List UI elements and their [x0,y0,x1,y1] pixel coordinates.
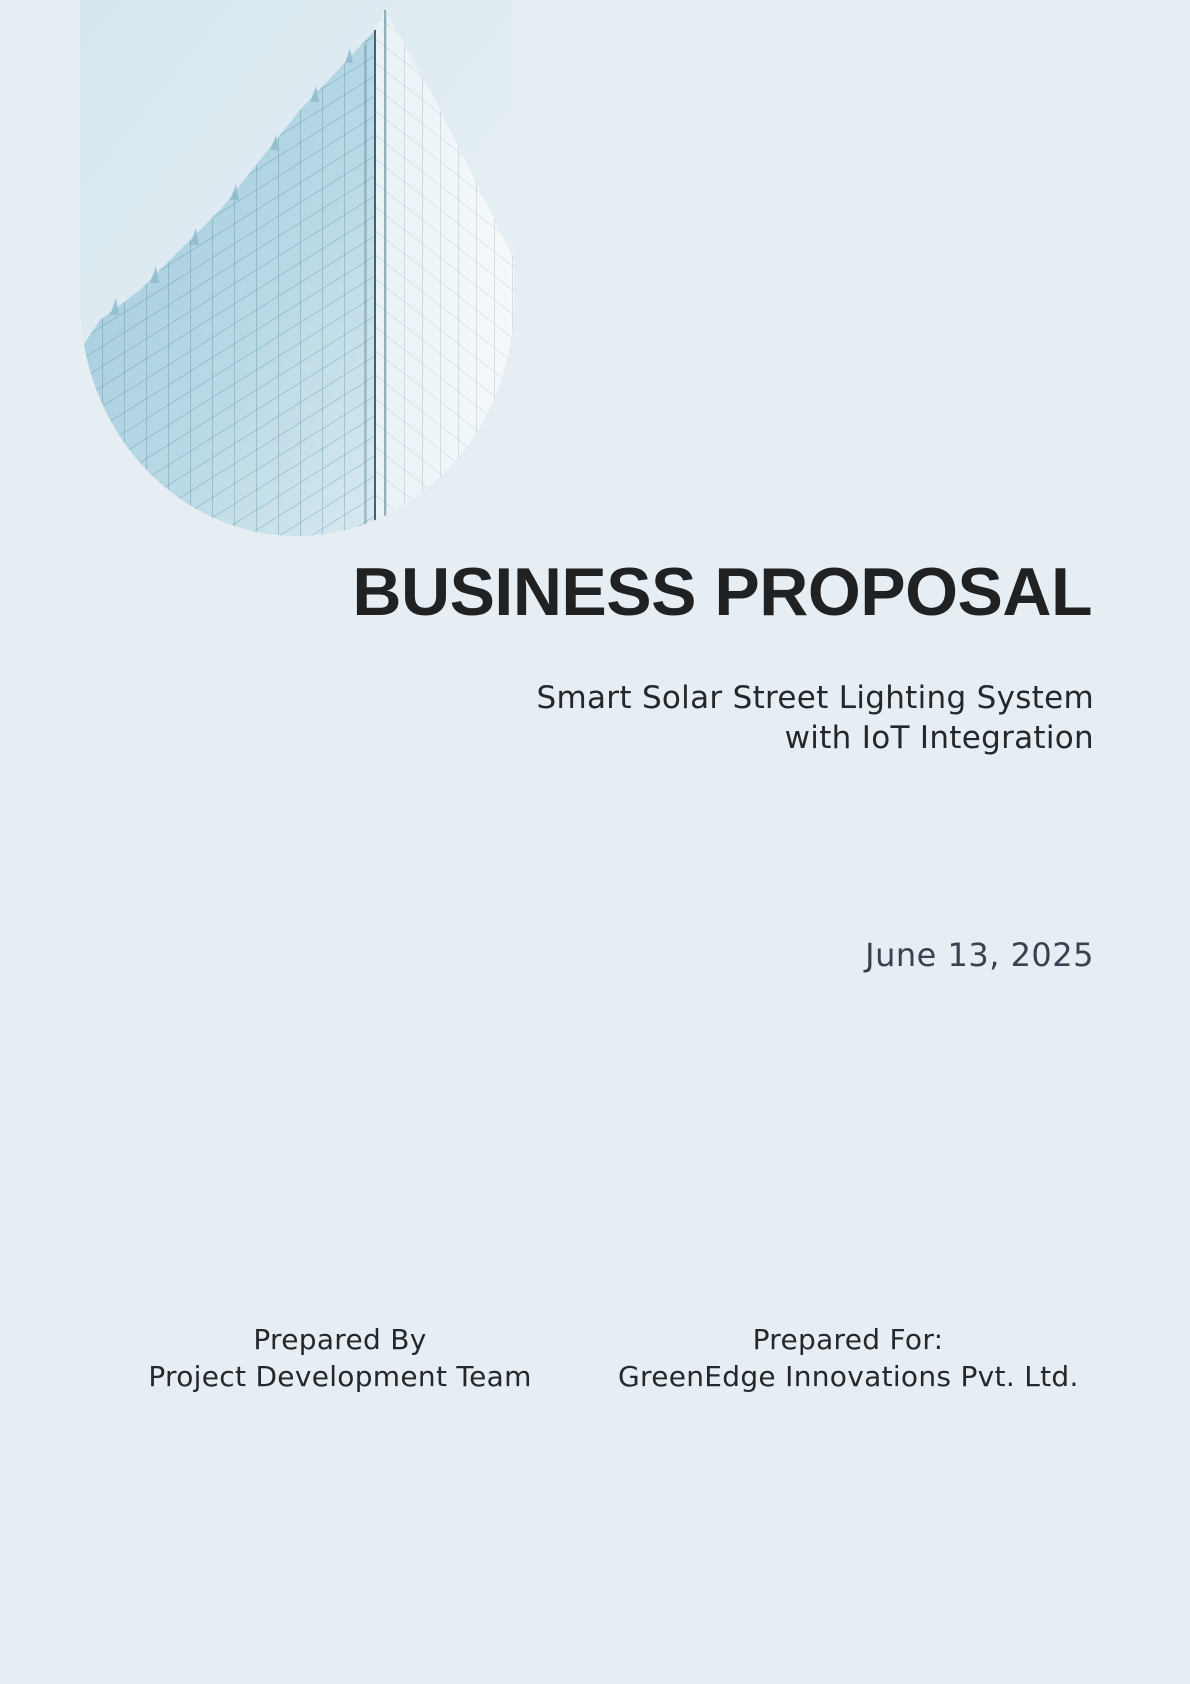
subtitle-line-2: with IoT Integration [784,720,1094,756]
glass-building-image [80,0,514,536]
prepared-for-label: Prepared For: [752,1323,944,1356]
subtitle-line-1: Smart Solar Street Lighting System [536,680,1094,716]
document-title: BUSINESS PROPOSAL [352,554,1092,630]
prepared-for-value: GreenEdge Innovations Pvt. Ltd. [618,1360,1079,1393]
document-subtitle: Smart Solar Street Lighting System with … [537,678,1094,758]
prepared-by-label: Prepared By [253,1323,427,1356]
document-date: June 13, 2025 [865,936,1094,974]
prepared-by-value: Project Development Team [148,1360,532,1393]
prepared-for-block: Prepared For: GreenEdge Innovations Pvt.… [618,1321,1078,1395]
prepared-by-block: Prepared By Project Development Team [140,1321,540,1395]
